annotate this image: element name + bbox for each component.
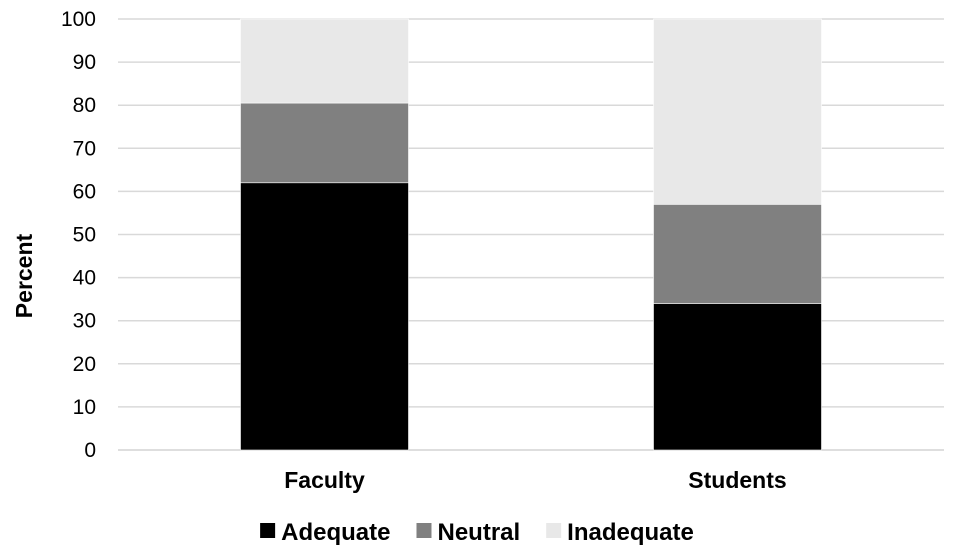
y-tick-label: 90 [73, 51, 96, 74]
legend-swatch [546, 523, 562, 538]
legend-item-neutral: Neutral [416, 519, 520, 546]
x-axis-category-labels: Faculty Students [284, 467, 786, 493]
y-tick-label: 10 [73, 396, 96, 419]
bar-segment-inadequate-students [653, 18, 822, 205]
bar-segment-neutral-faculty [240, 102, 409, 184]
x-category-label: Students [688, 467, 786, 493]
legend-item-adequate: Adequate [260, 519, 390, 546]
legend-label: Neutral [437, 519, 520, 546]
y-tick-label: 50 [73, 224, 96, 247]
y-tick-label: 40 [73, 267, 96, 290]
x-category-label: Faculty [284, 467, 365, 493]
y-tick-label: 0 [84, 439, 96, 462]
bar-segment-adequate-faculty [240, 182, 409, 451]
legend-item-inadequate: Inadequate [546, 519, 694, 546]
legend-swatch [416, 523, 432, 538]
bars [240, 18, 822, 451]
y-axis-tick-labels: 0 10 20 30 40 50 60 70 80 90 100 [61, 8, 96, 462]
y-tick-label: 60 [73, 180, 96, 203]
legend: Adequate Neutral Inadequate [260, 519, 694, 546]
y-tick-label: 80 [73, 94, 96, 117]
y-tick-label: 30 [73, 310, 96, 333]
y-tick-label: 100 [61, 8, 96, 31]
bar-segment-inadequate-faculty [240, 18, 409, 104]
bar-segment-neutral-students [653, 204, 822, 304]
y-tick-label: 20 [73, 353, 96, 376]
legend-label: Adequate [281, 519, 390, 546]
y-axis-label: Percent [11, 233, 37, 318]
bar-segment-adequate-students [653, 303, 822, 451]
y-tick-label: 70 [73, 137, 96, 160]
legend-label: Inadequate [567, 519, 694, 546]
legend-swatch [260, 523, 276, 538]
